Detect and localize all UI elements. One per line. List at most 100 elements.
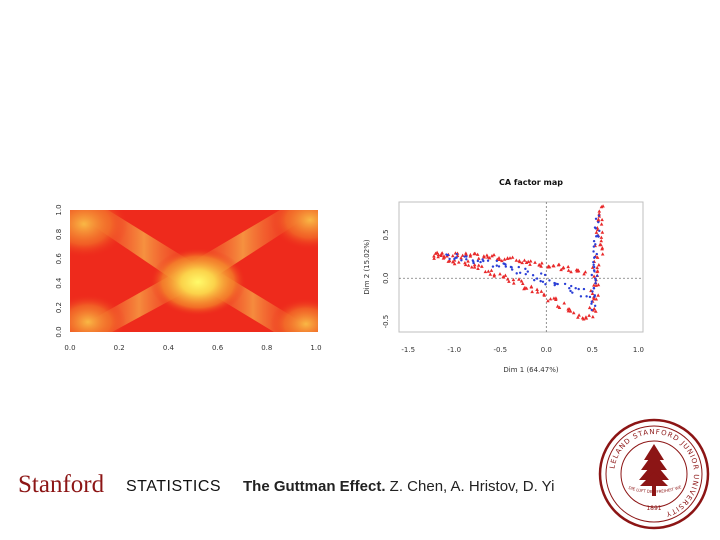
- ca-row-point: [491, 265, 495, 268]
- ca-col-point: [439, 253, 443, 258]
- ca-col-point: [591, 314, 595, 319]
- ca-row-point: [463, 255, 466, 258]
- ca-col-point: [452, 261, 457, 266]
- ca-row-point: [448, 257, 451, 261]
- ca-reference-lines: [399, 202, 643, 332]
- ca-col-point: [600, 230, 605, 234]
- ca-col-point: [511, 277, 516, 282]
- ca-col-point: [486, 269, 491, 273]
- ca-col-point: [582, 272, 586, 276]
- heatmap-field: [70, 210, 318, 332]
- ca-row-point: [592, 263, 595, 267]
- ca-row-point: [524, 272, 527, 276]
- ca-col-point: [561, 265, 566, 269]
- ca-row-point: [518, 271, 522, 274]
- ca-title: CA factor map: [499, 178, 563, 187]
- ca-row-point: [590, 308, 593, 312]
- ca-ylabel: Dim 2 (15.02%): [363, 239, 371, 294]
- stanford-seal: LELAND STANFORD JUNIOR UNIVERSITY DIE LU…: [596, 414, 710, 530]
- ca-col-point: [511, 281, 516, 285]
- ca-col-point: [592, 274, 596, 278]
- ca-col-point: [463, 260, 467, 265]
- heatmap-svg: 0.0 0.2 0.4 0.6 0.8 1.0 0.0 0.2 0.4 0.6 0.8 1.0: [55, 204, 322, 352]
- ca-x-tick: 0.5: [587, 346, 598, 354]
- ca-col-point: [596, 282, 601, 287]
- ca-col-point: [440, 251, 444, 255]
- ca-col-point: [594, 283, 598, 287]
- ca-y-axis: -0.5 0.0 0.5: [382, 229, 390, 328]
- ca-col-point: [599, 238, 604, 243]
- ca-col-point: [594, 297, 599, 301]
- ca-col-point: [576, 315, 580, 319]
- ca-col-point: [537, 263, 541, 267]
- ca-col-point: [569, 270, 573, 274]
- ca-col-point: [551, 263, 556, 268]
- ca-col-point: [508, 256, 512, 260]
- ca-col-point: [497, 257, 502, 261]
- ca-row-point: [524, 267, 527, 271]
- ca-row-point: [590, 273, 593, 277]
- ca-row-point: [556, 282, 559, 286]
- ca-row-point: [593, 226, 597, 229]
- ca-col-point: [492, 272, 497, 277]
- ca-col-point: [451, 260, 455, 264]
- ca-col-point: [566, 264, 570, 269]
- redwood-tree-icon: [639, 444, 669, 496]
- ca-col-point: [592, 297, 596, 301]
- ca-row-point: [577, 287, 580, 291]
- ca-row-point: [563, 282, 567, 286]
- stanford-wordmark: Stanford: [18, 471, 105, 498]
- ca-col-point: [599, 242, 603, 247]
- ca-col-point: [480, 264, 484, 268]
- ca-row-point: [548, 279, 551, 282]
- ca-x-tick: -1.5: [401, 346, 415, 354]
- ca-row-point: [595, 274, 599, 278]
- heatmap-x-tick: 0.8: [261, 344, 272, 352]
- ca-col-point: [490, 254, 494, 258]
- ca-col-point: [432, 254, 436, 258]
- heatmap-y-axis: 0.0 0.2 0.4 0.6 0.8 1.0: [55, 204, 63, 337]
- ca-col-point: [595, 269, 599, 274]
- ca-col-point: [590, 291, 595, 295]
- ca-col-point: [535, 287, 539, 291]
- ca-col-point: [559, 267, 563, 272]
- ca-col-point: [542, 292, 546, 296]
- ca-col-point: [556, 263, 561, 267]
- ca-col-point: [571, 310, 576, 315]
- ca-row-point: [582, 287, 586, 291]
- ca-col-point: [455, 253, 460, 258]
- seal-year: 1891: [646, 505, 661, 512]
- ca-row-point: [504, 263, 507, 266]
- ca-col-point: [546, 298, 550, 303]
- ca-x-tick: -1.0: [447, 346, 461, 354]
- citation: The Guttman Effect. Z. Chen, A. Hristov,…: [243, 478, 554, 495]
- ca-col-point: [520, 281, 525, 286]
- ca-row-point: [598, 229, 601, 233]
- ca-col-point: [459, 256, 463, 260]
- ca-y-tick: -0.5: [382, 315, 390, 329]
- seal-graphic: LELAND STANFORD JUNIOR UNIVERSITY DIE LU…: [596, 414, 710, 530]
- ca-row-point: [465, 255, 468, 258]
- ca-col-point: [489, 268, 494, 272]
- ca-col-point: [464, 251, 468, 255]
- heatmap-x-axis: 0.0 0.2 0.4 0.6 0.8 1.0: [64, 344, 321, 352]
- ca-col-point: [500, 258, 504, 263]
- ca-row-point: [455, 252, 459, 256]
- ca-col-point: [469, 265, 474, 269]
- ca-col-point: [601, 204, 605, 208]
- ca-row-point: [574, 287, 577, 290]
- ca-row-point: [535, 277, 539, 280]
- heatmap-y-tick: 0.0: [55, 326, 63, 337]
- ca-col-point: [473, 251, 477, 255]
- ca-row-point: [471, 259, 475, 262]
- ca-row-point: [479, 260, 482, 264]
- ca-col-point: [497, 255, 501, 260]
- ca-col-point: [562, 301, 567, 305]
- citation-title: The Guttman Effect.: [243, 478, 386, 495]
- ca-row-point: [510, 266, 513, 269]
- ca-col-point: [528, 259, 533, 263]
- citation-authors: Z. Chen, A. Hristov, D. Yi: [385, 478, 555, 495]
- ca-col-point: [577, 313, 581, 317]
- ca-col-point: [468, 252, 473, 257]
- ca-row-point: [592, 239, 596, 243]
